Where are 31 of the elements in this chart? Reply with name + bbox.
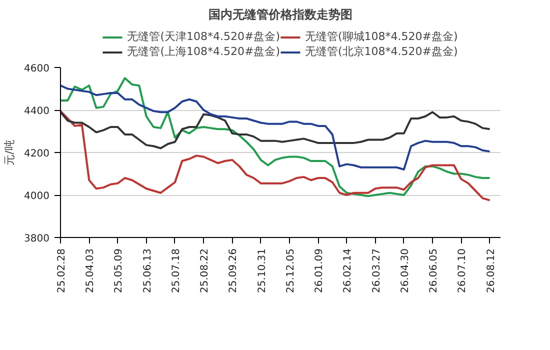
- x-tick-label: 26.08.12: [486, 248, 497, 294]
- x-tick-label: 25.05.09: [114, 248, 125, 294]
- x-tick-label: 25.08.22: [200, 248, 211, 294]
- x-tick-label: 26.07.10: [457, 248, 468, 294]
- line-series: [60, 84, 491, 170]
- x-tick-label: 25.09.26: [228, 248, 240, 294]
- y-axis-title: 元/吨: [3, 140, 16, 166]
- y-tick-label: 4400: [24, 106, 50, 117]
- legend-label: 无缝管(北京108*4.520#盘金): [305, 44, 458, 59]
- x-tick-label: 25.02.28: [56, 248, 68, 294]
- x-tick-label: 26.01.09: [314, 248, 326, 294]
- x-tick-label: 26.03.27: [371, 248, 382, 294]
- x-tick-label: 26.06.05: [428, 248, 440, 294]
- x-tick-label: 26.02.14: [342, 248, 354, 294]
- y-tick-label: 4200: [24, 148, 50, 160]
- x-tick-label: 25.12.05: [285, 248, 296, 294]
- chart-title: 国内无缝管价格指数走势图: [208, 8, 352, 22]
- legend-label: 无缝管(天津108*4.520#盘金): [127, 29, 280, 44]
- x-tick-label: 25.04.03: [85, 248, 96, 294]
- x-tick-label: 25.10.31: [256, 248, 268, 294]
- y-tick-label: 3800: [24, 234, 50, 244]
- line-series: [60, 77, 491, 198]
- x-tick-label: 26.04.30: [400, 248, 411, 294]
- y-tick-label: 4600: [24, 64, 50, 74]
- line-series: [60, 111, 491, 150]
- x-tick-label: 25.06.13: [142, 248, 154, 294]
- y-tick-label: 4000: [24, 191, 50, 202]
- legend-label: 无缝管(上海108*4.520#盘金): [127, 44, 280, 59]
- line-series: [60, 110, 491, 202]
- legend-label: 无缝管(聊城108*4.520#盘金): [305, 29, 458, 44]
- x-tick-label: 25.07.18: [170, 248, 182, 294]
